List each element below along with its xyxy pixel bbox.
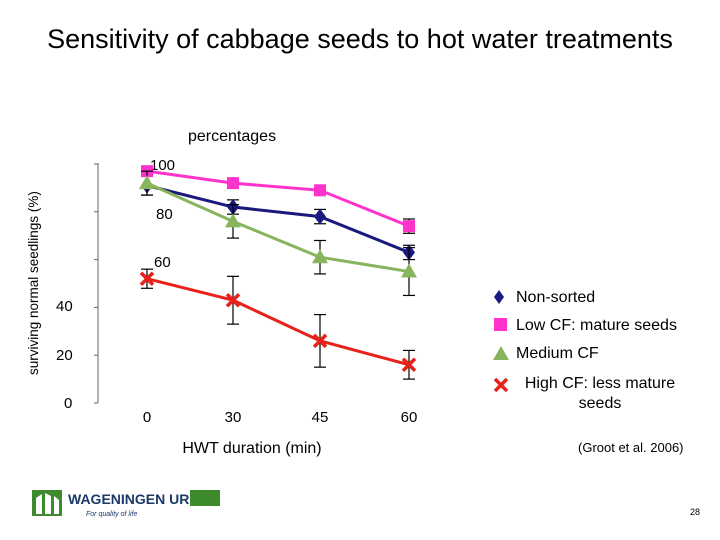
x-tick-label: 30	[225, 409, 242, 426]
data-point	[139, 175, 155, 190]
logo-emblem-icon	[32, 490, 62, 516]
legend-label: Non-sorted	[516, 289, 596, 306]
data-point	[312, 249, 328, 264]
citation: (Groot et al. 2006)	[578, 440, 684, 455]
chart-subtitle: percentages	[188, 128, 277, 145]
data-point	[225, 213, 241, 228]
data-point	[403, 220, 415, 233]
data-point	[139, 271, 155, 286]
logo-wordmark: WAGENINGEN UR For quality of life	[68, 490, 220, 518]
x-marker-icon	[493, 377, 509, 393]
x-tick-label: 45	[312, 409, 329, 426]
x-axis-label: HWT duration (min)	[182, 440, 321, 457]
x-tick-label: 60	[401, 409, 418, 426]
data-point	[225, 292, 241, 308]
y-tick-label: 80	[156, 206, 173, 223]
y-tick-label: 20	[56, 347, 73, 364]
data-point	[312, 333, 328, 349]
data-point	[401, 357, 417, 372]
triangle-marker-icon	[493, 346, 509, 360]
y-tick-label: 60	[154, 254, 171, 271]
y-tick-label: 40	[56, 298, 73, 315]
x-tick-label: 0	[143, 409, 151, 426]
slide-title: Sensitivity of cabbage seeds to hot wate…	[47, 24, 673, 54]
square-marker-icon	[494, 318, 507, 331]
y-tick-label: 100	[150, 157, 175, 174]
series-line-high-cf-less-mature-seeds	[146, 277, 410, 367]
legend-label: Medium CF	[516, 345, 599, 362]
data-point	[314, 208, 326, 225]
y-tick-label: 0	[64, 395, 72, 412]
data-point	[227, 177, 239, 190]
series-line-medium-cf	[146, 181, 410, 274]
data-point	[314, 184, 326, 197]
logo-tagline-text: For quality of life	[86, 511, 137, 518]
data-point	[401, 263, 417, 278]
wageningen-logo: WAGENINGEN UR For quality of life	[32, 490, 220, 518]
logo-name-text: WAGENINGEN UR	[68, 491, 189, 507]
page-number: 28	[690, 507, 701, 517]
diamond-marker-icon	[494, 290, 504, 304]
series-line-non-sorted	[146, 184, 410, 254]
legend-label: Low CF: mature seeds	[516, 317, 677, 334]
legend-label: High CF: less mature seeds	[524, 375, 676, 412]
series-line-low-cf-mature-seeds	[146, 169, 410, 228]
